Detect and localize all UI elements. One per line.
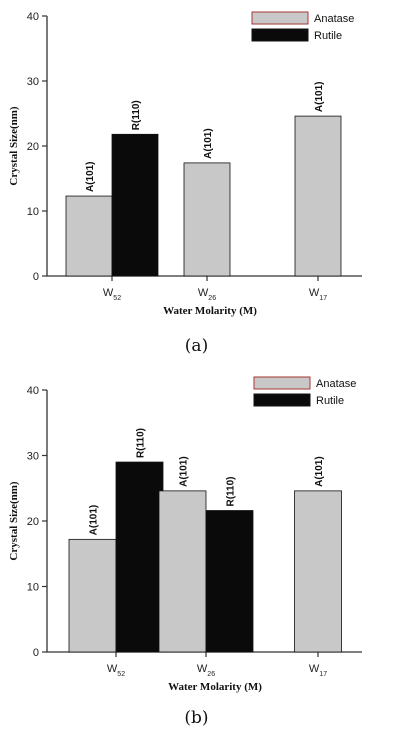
y-tick-label: 0 (33, 271, 39, 283)
x-tick-label: W52 (107, 663, 125, 678)
bar-data-label: A(101) (179, 456, 190, 487)
legend: Anatase Rutile (253, 376, 356, 407)
chart-panel-b: 0 10 20 30 40 Crystal Size(nm) W52 A(101) R(110)… (0, 370, 393, 739)
bar-data-label: A(101) (203, 128, 214, 159)
x-tick-label: W26 (198, 287, 216, 302)
y-tick-label: 40 (27, 385, 39, 397)
bar-rutile-a-0 (111, 133, 159, 277)
legend-label: Rutile (314, 30, 342, 42)
legend-label: Rutile (316, 395, 344, 407)
legend-label: Anatase (316, 378, 356, 390)
bar-anatase-b-2 (294, 490, 342, 653)
x-tick-label: W17 (309, 287, 327, 302)
x-tick-label: W26 (197, 663, 215, 678)
legend-swatch (253, 393, 311, 407)
x-tick-label: W52 (103, 287, 121, 302)
bar-data-label: A(101) (314, 82, 325, 113)
caption-a: (a) (184, 336, 209, 356)
y-tick-label: 20 (27, 141, 39, 153)
y-tick-label: 30 (27, 76, 39, 88)
x-tick-label: W17 (309, 663, 327, 678)
bar-anatase-b-0 (68, 538, 117, 653)
x-axis-title: Water Molarity (M) (168, 681, 262, 693)
bar-data-label: A(101) (85, 161, 96, 192)
bar-rutile-b-1 (205, 510, 254, 653)
bar-chart-b: 0 10 20 30 40 Crystal Size(nm) W52 A(101) R(110)… (8, 376, 362, 693)
y-tick-label: 10 (27, 206, 39, 218)
legend-swatch (251, 28, 309, 42)
bar-anatase-b-1 (158, 490, 207, 653)
bar-data-label: R(110) (131, 100, 142, 130)
bar-anatase-a-0 (65, 195, 113, 277)
y-tick-label: 0 (33, 647, 39, 659)
bar-anatase-a-1 (183, 162, 231, 277)
bar-data-label: A(101) (89, 505, 100, 536)
bar-chart-a: 0 10 20 30 40 Crystal Size(nm) W52 A(101) R(110)… (8, 11, 362, 317)
bar-data-label: R(110) (136, 428, 147, 458)
bar-data-label: A(101) (314, 456, 325, 487)
bar-anatase-a-2 (294, 115, 342, 277)
bar-data-label: R(110) (226, 477, 237, 507)
y-tick-label: 10 (27, 582, 39, 594)
legend: Anatase Rutile (251, 11, 354, 42)
y-tick-label: 40 (27, 11, 39, 23)
chart-panel-a: 0 10 20 30 40 Crystal Size(nm) W52 A(101) R(110)… (8, 11, 362, 356)
y-axis-title: Crystal Size(nm) (8, 106, 20, 185)
legend-swatch (251, 11, 309, 25)
legend-swatch (253, 376, 311, 390)
bar-rutile-b-0 (115, 461, 164, 653)
y-tick-label: 30 (27, 451, 39, 463)
caption-b: (b) (184, 708, 209, 728)
y-tick-label: 20 (27, 516, 39, 528)
x-axis-title: Water Molarity (M) (163, 305, 257, 317)
legend-label: Anatase (314, 13, 354, 25)
y-axis-title: Crystal Size(nm) (8, 481, 20, 560)
